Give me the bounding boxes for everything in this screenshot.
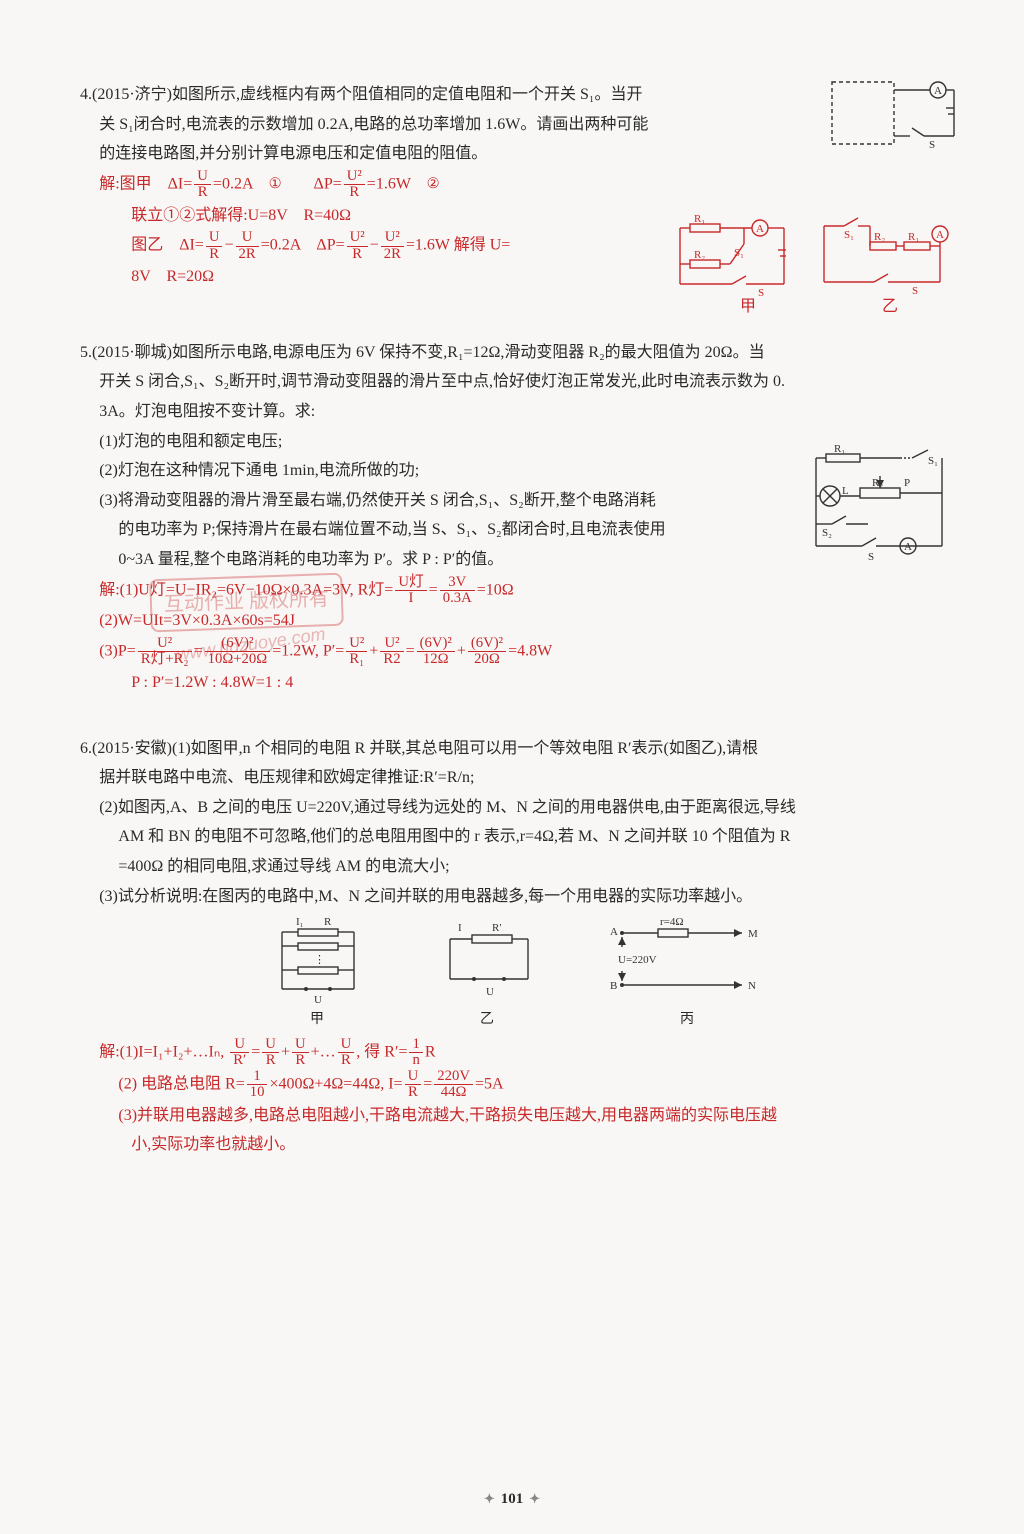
svg-text:P: P <box>904 477 910 489</box>
svg-text:R₂: R₂ <box>874 231 885 243</box>
p6-q3: (3)试分析说明:在图丙的电路中,M、N 之间并联的用电器越多,每一个用电器的实… <box>80 882 954 912</box>
p5-a1: 解:(1)U灯=U−IR₂=6V−10Ω×0.3A=3V, R灯=U灯I=3V0… <box>80 575 954 607</box>
page-number: 101 <box>0 1486 1024 1514</box>
svg-text:L: L <box>842 485 849 497</box>
svg-text:S: S <box>868 551 874 563</box>
svg-text:R′: R′ <box>492 922 502 934</box>
ammeter-label: A <box>934 85 942 97</box>
p6-cap-bing: 丙 <box>680 1007 694 1033</box>
p5-line3: 3A。灯泡电阻按不变计算。求: <box>80 397 954 427</box>
p4-cap-yi: 乙 <box>882 292 898 322</box>
p5-a3: (3)P=U²R灯+R₂=(6V)²10Ω+20Ω=1.2W, P′=U²R₁+… <box>80 636 954 668</box>
p4-cap-jia: 甲 <box>740 292 756 322</box>
svg-text:S₁: S₁ <box>734 247 744 259</box>
svg-text:R₁: R₁ <box>908 231 919 243</box>
p6-cap-yi: 乙 <box>480 1007 494 1033</box>
p6-line1: 6.(2015·安徽)(1)如图甲,n 个相同的电阻 R 并联,其总电阻可以用一… <box>80 734 954 764</box>
svg-text:A: A <box>756 223 764 235</box>
svg-text:U: U <box>486 986 494 998</box>
svg-text:r=4Ω: r=4Ω <box>660 916 684 928</box>
p4-ans1: 解:图甲 ΔI=UR=0.2A ① ΔP=U²R=1.6W ② <box>80 169 954 201</box>
svg-text:I₁: I₁ <box>296 916 304 928</box>
problem-4: A S 4.(2015·济宁)如图所示,虚线框内有两个阻值相同的定值电阻和一个开… <box>80 80 954 310</box>
p5-circuit: R₁ S₁ L R₂ P S₂ S A <box>808 446 958 566</box>
p6-cap-jia: 甲 <box>310 1007 324 1033</box>
p6-fig-yi: I R′ U <box>432 917 542 1007</box>
p4-line1: 4.(2015·济宁)如图所示,虚线框内有两个阻值相同的定值电阻和一个开关 S₁… <box>80 80 954 110</box>
svg-text:R: R <box>324 916 332 928</box>
svg-text:S₂: S₂ <box>822 527 832 539</box>
p6-a3b: 小,实际功率也就越小。 <box>80 1130 954 1160</box>
p5-line1: 5.(2015·聊城)如图所示电路,电源电压为 6V 保持不变,R₁=12Ω,滑… <box>80 338 954 368</box>
svg-text:R₁: R₁ <box>694 213 705 225</box>
p6-q2a: (2)如图丙,A、B 之间的电压 U=220V,通过导线为远处的 M、N 之间的… <box>80 793 954 823</box>
svg-text:S₁: S₁ <box>844 229 854 241</box>
svg-text:U: U <box>314 994 322 1006</box>
svg-text:A: A <box>936 229 944 241</box>
svg-text:A: A <box>904 541 912 553</box>
svg-text:I: I <box>458 922 462 934</box>
p6-line2: 据并联电路中电流、电压规律和欧姆定律推证:R′=R/n; <box>80 763 954 793</box>
problem-5: 5.(2015·聊城)如图所示电路,电源电压为 6V 保持不变,R₁=12Ω,滑… <box>80 338 954 698</box>
p4-ans3: 图乙 ΔI=UR−U2R=0.2A ΔP=U²R−U²2R=1.6W 解得 U=… <box>80 230 954 262</box>
switch-s-label: S <box>929 139 935 151</box>
p6-q2c: =400Ω 的相同电阻,求通过导线 AM 的电流大小; <box>80 852 954 882</box>
p5-a2: (2)W=UIt=3V×0.3A×60s=54J <box>80 606 954 636</box>
p6-a2: (2) 电路总电阻 R=110×400Ω+4Ω=44Ω, I=UR=220V44… <box>80 1069 954 1101</box>
p4-line2: 关 S₁闭合时,电流表的示数增加 0.2A,电路的总功率增加 1.6W。请画出两… <box>80 110 954 140</box>
p6-fig-jia: I₁ R ⋮ U <box>262 917 372 1007</box>
p5-line2: 开关 S 闭合,S₁、S₂断开时,调节滑动变阻器的滑片至中点,恰好使灯泡正常发光… <box>80 367 954 397</box>
svg-text:B: B <box>610 980 617 992</box>
svg-text:M: M <box>748 928 758 940</box>
svg-text:R₂: R₂ <box>694 249 705 261</box>
problem-6: 6.(2015·安徽)(1)如图甲,n 个相同的电阻 R 并联,其总电阻可以用一… <box>80 734 954 1160</box>
svg-text:N: N <box>748 980 756 992</box>
p6-a1: 解:(1)I=I₁+I₂+…Iₙ, UR′=UR+UR+…UR, 得 R′=1n… <box>80 1037 954 1069</box>
p6-fig-bing: A r=4Ω M U=220V B N <box>602 917 772 1007</box>
p6-figs: I₁ R ⋮ U 甲 I R′ <box>80 917 954 1033</box>
svg-text:S₁: S₁ <box>928 455 938 467</box>
svg-text:A: A <box>610 926 618 938</box>
p4-line3: 的连接电路图,并分别计算电源电压和定值电阻的阻值。 <box>80 139 954 169</box>
p6-a3a: (3)并联用电器越多,电路总电阻越小,干路电流越大,干路损失电压越大,用电器两端… <box>80 1101 954 1131</box>
svg-text:R₁: R₁ <box>834 443 845 455</box>
svg-text:U=220V: U=220V <box>618 954 657 966</box>
svg-text:⋮: ⋮ <box>314 954 325 966</box>
p6-q2b: AM 和 BN 的电阻不可忽略,他们的总电阻用图中的 r 表示,r=4Ω,若 M… <box>80 822 954 852</box>
p4-fig-dashed: A S <box>830 76 960 154</box>
p5-a4: P : P′=1.2W : 4.8W=1 : 4 <box>80 668 954 698</box>
